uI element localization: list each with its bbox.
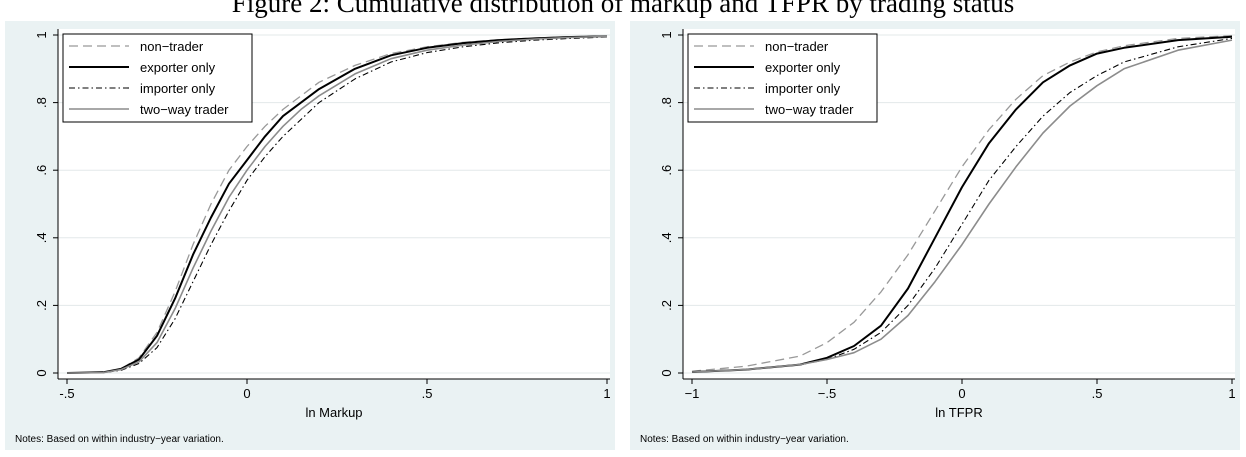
tfpr-legend-box <box>687 33 878 123</box>
tfpr-series-line-3 <box>691 39 1233 373</box>
markup-x-tick-label: .5 <box>422 386 433 401</box>
markup-legend-box <box>62 33 253 123</box>
tfpr-chart-note: Notes: Based on within industry−year var… <box>640 434 849 445</box>
markup-legend: non−trader exporter only importer only two−… <box>62 33 253 123</box>
markup-y-tick-label: .6 <box>34 165 49 176</box>
tfpr-y-tick-label: 1 <box>659 31 674 38</box>
markup-x-tick-label: 1 <box>603 386 610 401</box>
tfpr-series-line-1 <box>691 35 1233 373</box>
figure-title: Figure 2: Cumulative distribution of mar… <box>231 0 1015 18</box>
markup-chart-note: Notes: Based on within industry−year var… <box>15 434 224 445</box>
tfpr-legend-label-2: importer only <box>765 81 841 96</box>
markup-cdf-chart: 0 .2 .4 .6 .8 1 -.5 0 .5 1 ln Markup non−trader expo… <box>34 29 611 420</box>
markup-x-axis-title: ln Markup <box>305 405 362 420</box>
tfpr-legend-label-3: two−way trader <box>765 102 854 117</box>
markup-y-tick-label: 0 <box>34 369 49 376</box>
tfpr-y-tick-label: .4 <box>659 232 674 243</box>
tfpr-x-tick-label: .5 <box>1092 386 1103 401</box>
markup-cdf-panel: 0 .2 .4 .6 .8 1 -.5 0 .5 1 ln Markup non−trader expo… <box>5 21 615 450</box>
markup-series-line-2 <box>66 36 608 374</box>
markup-legend-label-3: two−way trader <box>140 102 229 117</box>
tfpr-y-tick-label: 0 <box>659 369 674 376</box>
tfpr-legend-label-0: non−trader <box>765 39 829 54</box>
tfpr-series-line-0 <box>691 35 1233 372</box>
markup-series-line-1 <box>66 35 608 374</box>
markup-y-tick-label: .2 <box>34 300 49 311</box>
markup-series-line-3 <box>66 35 608 374</box>
markup-x-tick-label: 0 <box>243 386 250 401</box>
tfpr-y-tick-label: .8 <box>659 97 674 108</box>
markup-legend-label-1: exporter only <box>140 60 216 75</box>
tfpr-legend: non−trader exporter only importer only two−… <box>687 33 878 123</box>
tfpr-x-tick-label: −1 <box>685 386 700 401</box>
tfpr-legend-label-1: exporter only <box>765 60 841 75</box>
tfpr-cdf-chart: 0 .2 .4 .6 .8 1 −1 −.5 0 .5 1 ln TFPR non−trader expo… <box>659 29 1236 420</box>
tfpr-x-tick-label: −.5 <box>818 386 836 401</box>
markup-y-tick-label: .4 <box>34 232 49 243</box>
markup-x-tick-label: -.5 <box>59 386 74 401</box>
markup-legend-label-0: non−trader <box>140 39 204 54</box>
tfpr-x-tick-label: 0 <box>958 386 965 401</box>
tfpr-y-tick-label: .2 <box>659 300 674 311</box>
tfpr-cdf-panel: 0 .2 .4 .6 .8 1 −1 −.5 0 .5 1 ln TFPR non−trader expo… <box>630 21 1240 450</box>
tfpr-x-tick-label: 1 <box>1228 386 1235 401</box>
markup-legend-label-2: importer only <box>140 81 216 96</box>
markup-y-tick-label: .8 <box>34 97 49 108</box>
markup-y-tick-label: 1 <box>34 31 49 38</box>
tfpr-y-tick-label: .6 <box>659 165 674 176</box>
tfpr-x-axis-title: ln TFPR <box>935 405 982 420</box>
